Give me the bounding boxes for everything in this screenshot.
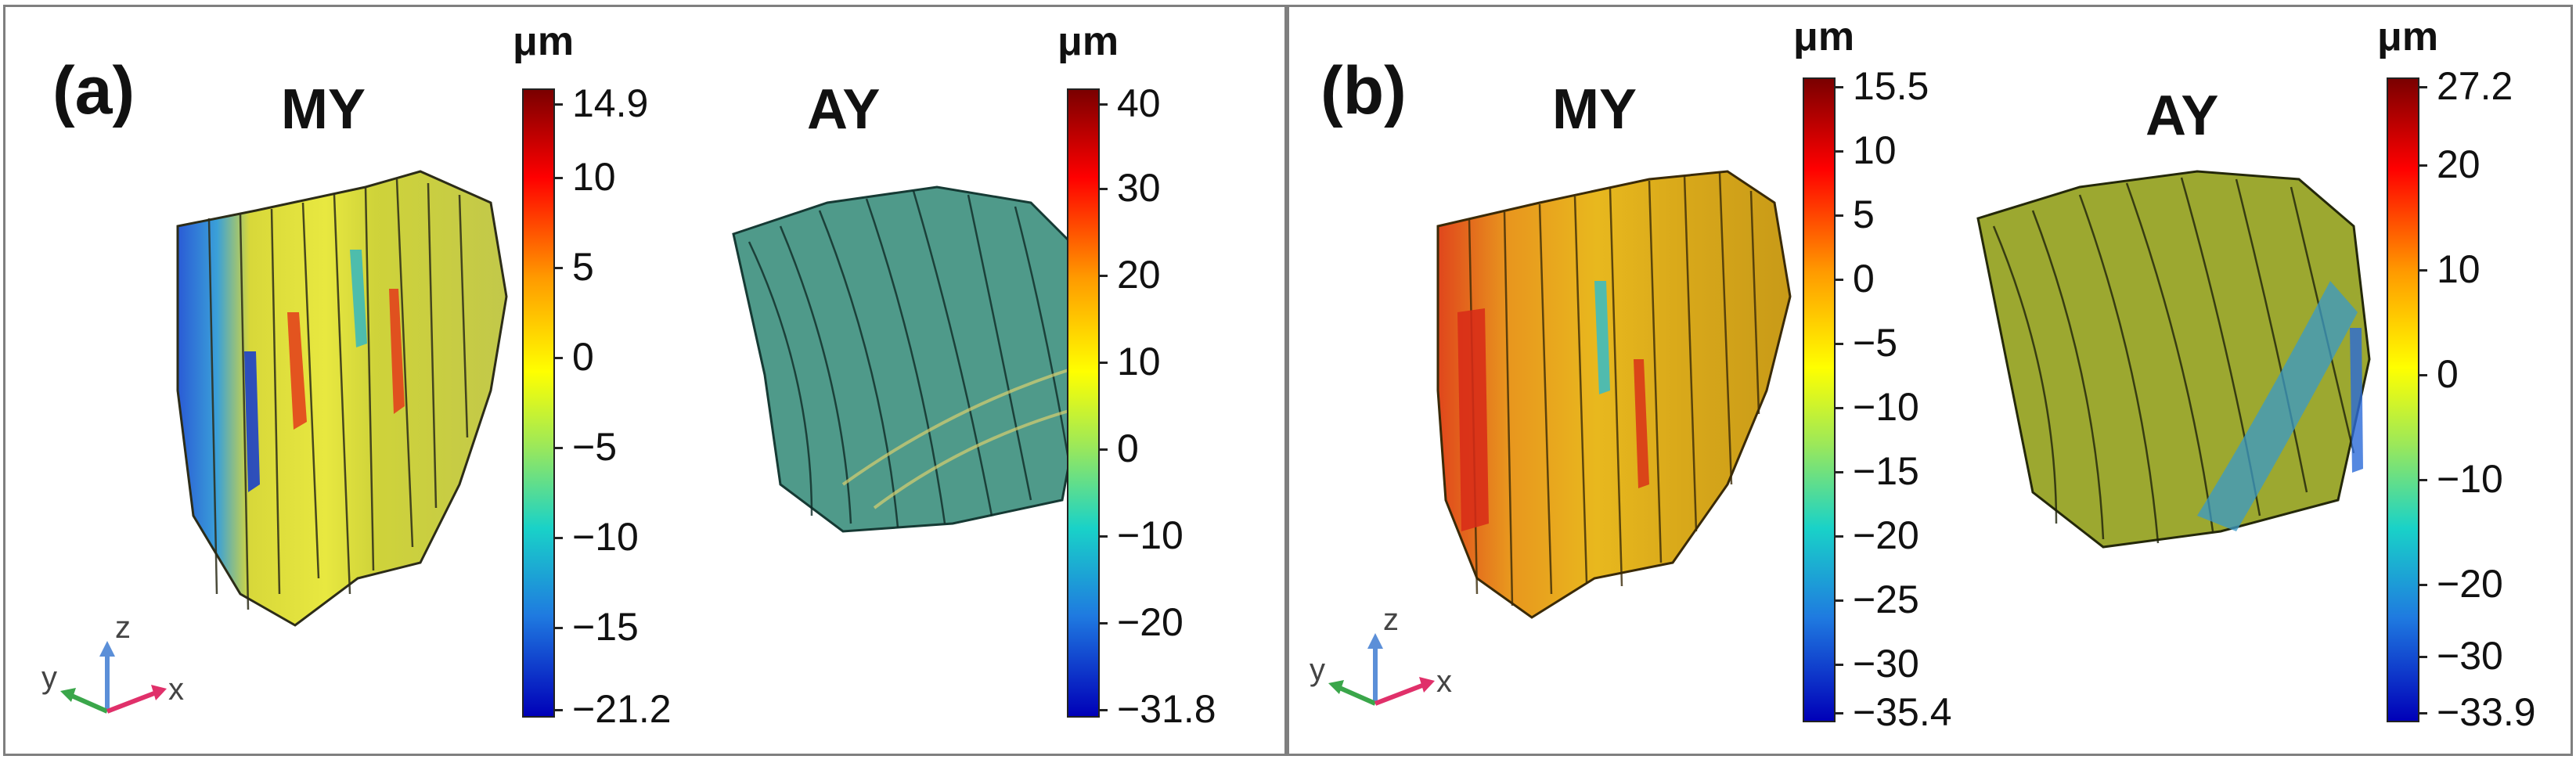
tick: −35.4 (1836, 690, 1952, 734)
tick: 15.5 (1835, 64, 1929, 108)
tick: 0 (1836, 257, 1875, 301)
tick: 0 (555, 335, 594, 379)
tick: 40 (1100, 81, 1161, 125)
axis-z-label: z (1383, 603, 1399, 637)
ay-unit: μm (1057, 19, 1119, 64)
tick: 27.2 (2419, 64, 2513, 108)
my-unit: μm (513, 19, 575, 64)
panel-label: (a) (52, 53, 135, 128)
tick: 20 (1100, 253, 1161, 297)
tick: 30 (1100, 166, 1161, 210)
xyz-axes-icon: z y x (1310, 603, 1452, 706)
axis-x-label: x (168, 672, 184, 707)
panel-b: (b) MY AY μm 15.5 10 5 0 −5 −10 −15 −20 (1287, 5, 2573, 756)
tick: −20 (2419, 562, 2503, 606)
ay-colorbar (2387, 77, 2419, 722)
tick: −15 (555, 605, 639, 649)
my-fiber-render (176, 170, 508, 627)
tick: −10 (1100, 513, 1184, 557)
my-title: MY (1552, 78, 1637, 141)
ay-title: AY (807, 78, 881, 141)
tick: −10 (555, 515, 639, 559)
my-colorbar (522, 88, 555, 718)
tick: −21.2 (555, 687, 672, 731)
ay-unit: μm (2377, 14, 2439, 59)
tick: −5 (1835, 321, 1898, 365)
ay-title: AY (2145, 85, 2219, 147)
axis-y-label: y (41, 660, 57, 695)
axis-y-label: y (1310, 653, 1325, 687)
xyz-axes-icon: z y x (41, 610, 184, 714)
my-colorbar (1803, 77, 1836, 722)
panel-label: (b) (1320, 53, 1407, 128)
tick: 0 (1100, 426, 1139, 470)
ay-fiber-render (732, 185, 1087, 533)
axis-x-label: x (1436, 664, 1452, 699)
my-unit: μm (1793, 14, 1855, 59)
tick: −33.9 (2419, 690, 2536, 734)
tick: 10 (555, 155, 616, 199)
tick: 0 (2419, 352, 2459, 396)
panel-a: (a) MY AY μm 14.9 10 5 0 −5 −10 −15 (3, 5, 1287, 756)
tick: 5 (555, 245, 594, 289)
tick: −30 (1836, 642, 1919, 686)
axis-z-label: z (115, 610, 131, 645)
ay-fiber-render (1976, 170, 2371, 549)
tick: −31.8 (1100, 687, 1216, 731)
my-fiber-render (1436, 170, 1792, 619)
tick: −10 (2419, 457, 2503, 501)
tick: 14.9 (554, 81, 649, 125)
tick: 20 (2419, 142, 2481, 186)
tick: −30 (2419, 634, 2503, 678)
tick: 10 (1836, 128, 1897, 172)
tick: −15 (1836, 449, 1919, 493)
tick: 10 (2419, 247, 2481, 291)
tick: −5 (554, 425, 618, 469)
tick: 5 (1836, 193, 1875, 236)
tick: −10 (1836, 385, 1919, 429)
ay-colorbar (1067, 88, 1100, 718)
tick: −20 (1836, 513, 1919, 557)
tick: −20 (1100, 600, 1184, 644)
tick: −25 (1836, 578, 1919, 621)
my-title: MY (281, 78, 366, 141)
tick: 10 (1100, 340, 1161, 383)
